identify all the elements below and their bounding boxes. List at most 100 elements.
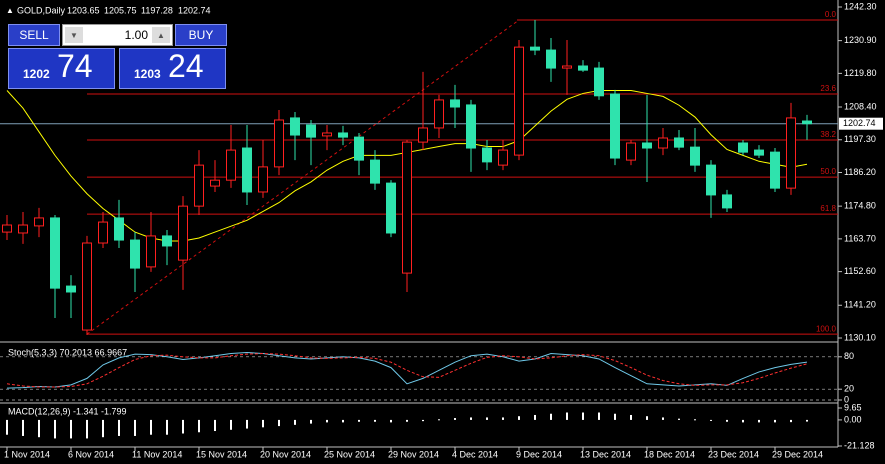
x-tick-label: 6 Nov 2014 <box>68 449 114 459</box>
candle-body <box>146 235 156 268</box>
y-tick-label: 1197.30 <box>844 134 876 144</box>
macd-bar <box>278 419 280 427</box>
macd-bar <box>262 419 264 428</box>
candle-body <box>210 179 220 187</box>
y-tick-label: 1186.20 <box>844 167 876 177</box>
macd-bar <box>70 419 72 439</box>
fib-label: 100.0 <box>816 324 837 333</box>
candle-body <box>82 242 92 331</box>
ask-pips: 24 <box>168 48 204 84</box>
y-tick-label: 1152.60 <box>844 266 876 276</box>
buy-price[interactable]: 1203 24 <box>119 48 226 89</box>
macd-bar <box>134 419 136 436</box>
x-tick-label: 23 Dec 2014 <box>708 449 759 459</box>
fib-label: 38.2 <box>820 130 836 139</box>
macd-bar <box>326 419 328 423</box>
macd-bar <box>646 416 648 420</box>
x-tick-label: 29 Nov 2014 <box>388 449 439 459</box>
x-tick-label: 1 Nov 2014 <box>4 449 50 459</box>
sell-button[interactable]: SELL <box>8 24 60 46</box>
macd-bar <box>358 419 360 422</box>
macd-bar <box>662 417 664 420</box>
buy-button[interactable]: BUY <box>175 24 227 46</box>
candle-body <box>594 67 604 97</box>
lot-increase[interactable]: ▲ <box>152 27 170 43</box>
x-tick-label: 11 Nov 2014 <box>132 449 182 459</box>
candle-body <box>802 120 812 125</box>
y-tick-label: 1230.90 <box>844 35 877 45</box>
macd-bar <box>598 412 600 420</box>
candle-body <box>66 285 76 293</box>
y-tick-label: 0 <box>844 394 849 404</box>
candle-body <box>354 136 364 161</box>
trendline <box>86 19 520 335</box>
x-tick-label: 29 Dec 2014 <box>772 449 823 459</box>
candle-body <box>114 217 124 241</box>
header-open: 1203.65 <box>67 5 100 15</box>
last-price-tag <box>839 117 883 130</box>
candle-body <box>434 99 444 129</box>
candle-body <box>690 146 700 166</box>
candle-body <box>306 124 316 138</box>
candle-body <box>130 239 140 269</box>
y-tick-label: -21.128 <box>844 440 875 450</box>
macd-bar <box>390 419 392 423</box>
lot-decrease[interactable]: ▼ <box>65 27 83 43</box>
macd-bar <box>246 419 248 429</box>
lot-input[interactable]: ▼ 1.00 ▲ <box>62 24 173 46</box>
candle-body <box>706 164 716 196</box>
x-tick-label: 18 Dec 2014 <box>644 449 695 459</box>
candle-body <box>674 137 684 148</box>
macd-bar <box>198 419 200 433</box>
macd-bar <box>166 419 168 435</box>
y-tick-label: 1141.20 <box>844 300 876 310</box>
macd-bar <box>86 419 88 439</box>
macd-bar <box>102 419 104 438</box>
candle-body <box>626 142 636 161</box>
macd-bar <box>230 419 232 430</box>
candle-body <box>98 221 108 244</box>
candle-body <box>242 147 252 193</box>
candle-body <box>658 137 668 149</box>
macd-bar <box>438 419 440 421</box>
candle-body <box>722 194 732 209</box>
candle-body <box>274 119 284 168</box>
x-tick-label: 9 Dec 2014 <box>516 449 562 459</box>
macd-bar <box>502 417 504 420</box>
candle-body <box>514 46 524 156</box>
candle-body <box>18 224 28 234</box>
fib-label: 23.6 <box>820 84 836 93</box>
candle-body <box>2 224 12 233</box>
macd-bar <box>310 419 312 424</box>
candle-body <box>498 149 508 166</box>
last-price-label: 1202.74 <box>843 118 876 128</box>
y-tick-label: 1174.80 <box>844 201 876 211</box>
candle-body <box>258 166 268 193</box>
macd-bar <box>214 419 216 432</box>
macd-bar <box>518 416 520 420</box>
macd-bar <box>758 419 760 423</box>
candle-body <box>738 142 748 153</box>
x-tick-label: 13 Dec 2014 <box>580 449 631 459</box>
y-tick-label: 9.65 <box>844 402 862 412</box>
candle-body <box>418 127 428 143</box>
macd-bar <box>22 419 24 436</box>
macd-bar <box>582 412 584 420</box>
y-tick-label: 0.00 <box>844 414 862 424</box>
candle-body <box>162 235 172 247</box>
sell-price[interactable]: 1202 74 <box>8 48 115 89</box>
candle-body <box>546 49 556 69</box>
candle-body <box>194 164 204 207</box>
candle-body <box>754 149 764 156</box>
y-tick-label: 1163.70 <box>844 233 876 243</box>
macd-bar <box>534 414 536 420</box>
macd-bar <box>710 419 712 421</box>
candle-body <box>370 159 380 184</box>
macd-bar <box>54 419 56 439</box>
candle-body <box>610 93 620 159</box>
macd-bar <box>118 419 120 436</box>
macd-bar <box>630 414 632 420</box>
macd-bar <box>150 419 152 435</box>
macd-bar <box>422 419 424 422</box>
